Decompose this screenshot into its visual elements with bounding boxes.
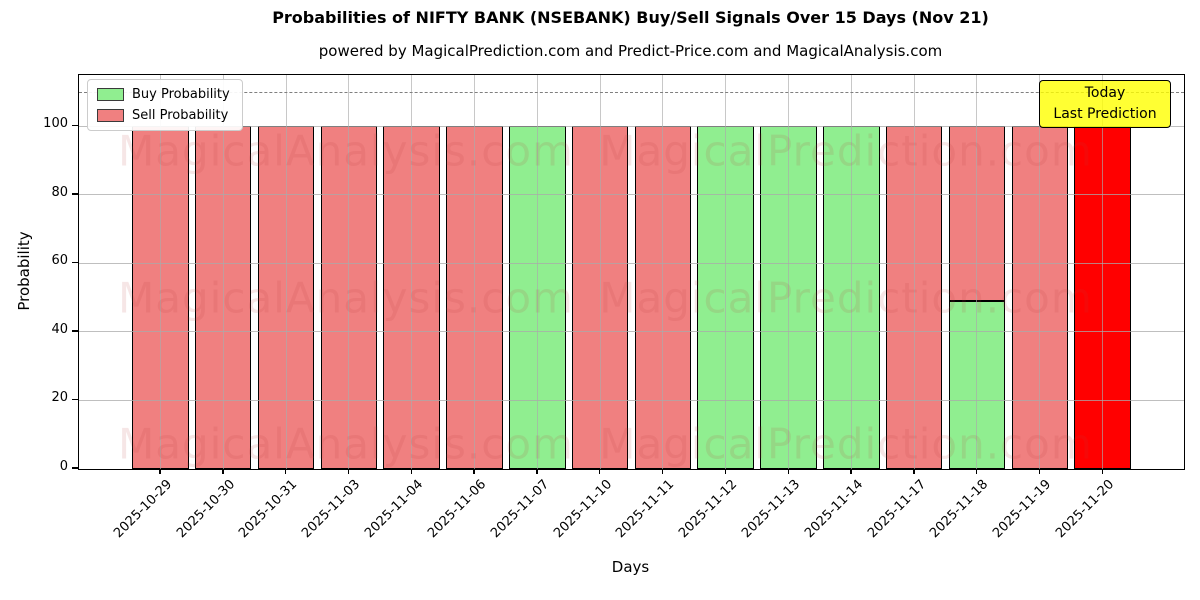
v-gridline bbox=[159, 75, 161, 469]
v-gridline bbox=[662, 75, 664, 469]
x-tick-label: 2025-11-04 bbox=[362, 477, 427, 542]
v-gridline bbox=[1039, 75, 1041, 469]
y-tick-mark bbox=[72, 261, 78, 264]
x-tick-label: 2025-11-07 bbox=[487, 477, 552, 542]
x-tick-mark bbox=[724, 469, 727, 474]
v-gridline bbox=[850, 75, 852, 469]
h-gridline bbox=[79, 194, 1184, 196]
v-gridline bbox=[348, 75, 350, 469]
x-tick-mark bbox=[222, 469, 224, 474]
y-tick-mark bbox=[72, 398, 78, 401]
x-tick-label: 2025-11-19 bbox=[990, 477, 1055, 542]
v-gridline bbox=[411, 75, 413, 469]
v-gridline bbox=[725, 75, 727, 469]
chart-subtitle: powered by MagicalPrediction.com and Pre… bbox=[318, 42, 943, 60]
legend-label-buy: Buy Probability bbox=[132, 87, 230, 102]
v-gridline bbox=[473, 75, 475, 469]
x-tick-label: 2025-11-18 bbox=[927, 477, 992, 542]
x-tick-label: 2025-11-12 bbox=[676, 477, 741, 542]
x-tick-mark bbox=[285, 469, 287, 474]
y-tick-mark bbox=[72, 193, 78, 195]
legend-item-buy: Buy Probability bbox=[97, 87, 230, 102]
watermark-right: MagicalPrediction.com bbox=[599, 273, 1093, 323]
legend-item-sell: Sell Probability bbox=[97, 108, 230, 123]
x-tick-mark bbox=[661, 469, 664, 474]
plot-area: Buy Probability Sell Probability Today L… bbox=[78, 74, 1185, 470]
y-tick-mark bbox=[72, 124, 78, 127]
y-tick-mark bbox=[72, 330, 78, 332]
x-tick-mark bbox=[850, 469, 852, 474]
y-tick-label: 100 bbox=[43, 116, 68, 132]
x-tick-mark bbox=[1101, 469, 1103, 474]
threshold-dashed-line bbox=[79, 92, 1184, 94]
annotation-line-1: Today bbox=[1084, 85, 1126, 101]
legend-label-sell: Sell Probability bbox=[132, 108, 229, 123]
x-tick-mark bbox=[975, 469, 978, 474]
x-tick-label: 2025-10-30 bbox=[173, 477, 238, 542]
v-gridline bbox=[1102, 75, 1104, 469]
watermark-left: MagicalAnalysis.com bbox=[118, 273, 574, 323]
h-gridline bbox=[79, 399, 1184, 401]
watermark-left: MagicalAnalysis.com bbox=[118, 126, 574, 176]
x-tick-mark bbox=[599, 469, 601, 474]
x-tick-label: 2025-11-11 bbox=[613, 477, 678, 542]
x-tick-mark bbox=[913, 469, 915, 474]
x-axis-label: Days bbox=[611, 558, 650, 576]
sell-probability-swatch bbox=[97, 109, 124, 122]
x-tick-mark bbox=[159, 469, 161, 474]
x-tick-label: 2025-11-03 bbox=[299, 477, 364, 542]
x-tick-mark bbox=[347, 469, 350, 474]
y-tick-label: 80 bbox=[51, 184, 68, 200]
v-gridline bbox=[222, 75, 224, 469]
watermark-right: MagicalPrediction.com bbox=[599, 126, 1093, 176]
x-tick-label: 2025-10-31 bbox=[236, 477, 301, 542]
h-gridline bbox=[79, 125, 1184, 127]
y-tick-label: 20 bbox=[51, 390, 68, 406]
watermark-right: MagicalPrediction.com bbox=[599, 419, 1093, 469]
x-tick-label: 2025-11-10 bbox=[550, 477, 615, 542]
chart-title: Probabilities of NIFTY BANK (NSEBANK) Bu… bbox=[272, 8, 989, 27]
x-tick-mark bbox=[1038, 469, 1041, 474]
x-tick-label: 2025-11-13 bbox=[739, 477, 804, 542]
v-gridline bbox=[913, 75, 915, 469]
watermark-left: MagicalAnalysis.com bbox=[118, 419, 574, 469]
v-gridline bbox=[599, 75, 601, 469]
v-gridline bbox=[285, 75, 287, 469]
x-tick-label: 2025-11-14 bbox=[801, 477, 866, 542]
x-tick-mark bbox=[473, 469, 475, 474]
x-tick-mark bbox=[536, 469, 538, 474]
h-gridline bbox=[79, 331, 1184, 333]
v-gridline bbox=[536, 75, 538, 469]
v-gridline bbox=[788, 75, 790, 469]
y-tick-label: 40 bbox=[51, 321, 68, 337]
y-tick-mark bbox=[72, 467, 78, 469]
x-tick-label: 2025-11-17 bbox=[864, 477, 929, 542]
x-tick-mark bbox=[410, 469, 413, 474]
x-tick-mark bbox=[787, 469, 789, 474]
x-tick-label: 2025-10-29 bbox=[110, 477, 176, 542]
legend: Buy Probability Sell Probability bbox=[87, 79, 243, 131]
buy-probability-swatch bbox=[97, 88, 124, 101]
y-axis-label: Probability bbox=[15, 231, 33, 311]
v-gridline bbox=[976, 75, 978, 469]
y-tick-label: 0 bbox=[59, 459, 68, 474]
y-tick-label: 60 bbox=[51, 253, 68, 269]
x-tick-label: 2025-11-06 bbox=[425, 477, 490, 542]
annotation-line-2: Last Prediction bbox=[1053, 106, 1157, 122]
today-annotation: Today Last Prediction bbox=[1039, 80, 1171, 128]
x-tick-label: 2025-11-20 bbox=[1053, 477, 1118, 542]
h-gridline bbox=[79, 262, 1184, 264]
